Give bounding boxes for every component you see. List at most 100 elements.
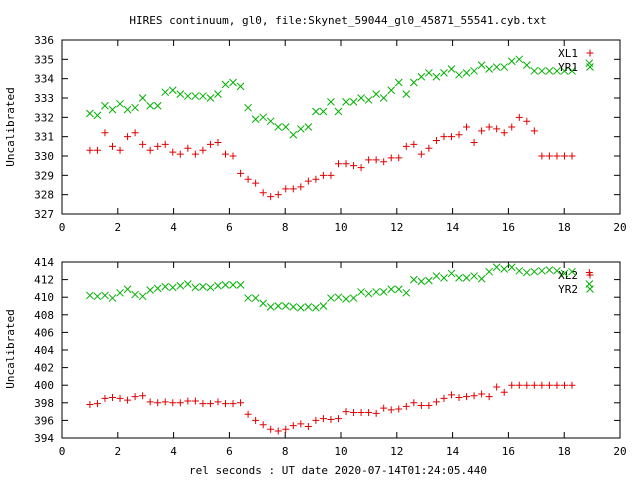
data-point — [500, 265, 509, 273]
data-point — [379, 94, 388, 102]
chart-title: HIRES continuum, gl0, file:Skynet_59044_… — [129, 14, 546, 27]
data-point — [101, 291, 109, 300]
data-point — [350, 408, 358, 416]
x-tick-label: 18 — [558, 221, 571, 234]
data-point — [319, 107, 328, 116]
data-point — [282, 425, 290, 433]
data-point — [538, 152, 546, 160]
data-point — [568, 152, 576, 160]
data-point — [244, 294, 252, 302]
data-point — [161, 398, 169, 406]
data-point — [244, 175, 252, 183]
data-point — [522, 61, 531, 69]
data-point — [221, 80, 230, 89]
data-point — [538, 381, 546, 389]
data-point — [138, 292, 147, 301]
data-point — [410, 140, 418, 148]
data-point — [560, 269, 569, 278]
data-point — [334, 107, 343, 116]
data-point — [199, 92, 207, 100]
data-point — [312, 107, 320, 116]
data-point — [553, 266, 561, 275]
legend-marker — [586, 285, 594, 293]
data-point — [477, 61, 486, 69]
x-tick-label: 16 — [502, 221, 515, 234]
data-point — [229, 78, 237, 87]
data-point — [274, 191, 282, 199]
data-point — [304, 303, 313, 311]
data-point — [191, 92, 200, 100]
data-point — [440, 273, 448, 282]
data-point — [229, 281, 237, 289]
data-point — [296, 303, 305, 312]
x-tick-label: 18 — [558, 445, 571, 458]
data-point — [327, 294, 335, 302]
data-point — [470, 392, 478, 400]
y-tick-label: 414 — [34, 256, 54, 269]
legend-marker — [586, 271, 594, 279]
data-point — [478, 390, 486, 398]
data-point — [199, 146, 207, 154]
data-point — [259, 421, 267, 429]
data-point — [282, 185, 290, 193]
data-point — [281, 123, 290, 131]
data-point — [515, 113, 523, 121]
data-point — [334, 415, 342, 423]
data-point — [357, 164, 365, 172]
data-point — [463, 123, 471, 131]
data-point — [304, 123, 313, 131]
data-point — [334, 160, 342, 168]
data-point — [146, 286, 155, 295]
data-point — [184, 397, 192, 405]
data-point — [304, 177, 312, 185]
x-tick-label: 14 — [446, 221, 460, 234]
data-point — [455, 131, 463, 139]
x-tick-label: 14 — [446, 445, 460, 458]
data-point — [478, 127, 486, 135]
data-point — [409, 275, 418, 284]
data-point — [199, 282, 207, 291]
data-point — [146, 101, 155, 110]
data-point — [470, 272, 478, 280]
data-point — [274, 427, 282, 435]
data-point — [183, 280, 192, 288]
data-point — [123, 105, 132, 114]
data-point — [131, 129, 139, 137]
data-point — [131, 393, 139, 401]
data-point — [380, 158, 388, 166]
data-point — [372, 156, 380, 164]
legend-marker — [586, 63, 594, 71]
data-point — [116, 288, 124, 297]
data-point — [387, 406, 395, 414]
data-point — [530, 127, 538, 135]
data-point — [124, 133, 132, 141]
data-point — [312, 416, 320, 424]
y-tick-label: 412 — [34, 274, 54, 287]
data-point — [297, 420, 305, 428]
data-point — [229, 152, 237, 160]
data-point — [139, 392, 147, 400]
data-point — [425, 276, 433, 285]
data-point — [395, 154, 403, 162]
data-point — [221, 281, 230, 289]
data-point — [221, 150, 229, 158]
data-point — [553, 381, 561, 389]
data-point — [229, 400, 237, 408]
data-point — [357, 288, 365, 296]
data-point — [447, 133, 455, 141]
y-tick-label: 396 — [34, 414, 54, 427]
data-point — [289, 303, 298, 311]
y-tick-label: 336 — [34, 34, 54, 47]
data-point — [372, 90, 381, 98]
data-point — [553, 67, 561, 75]
data-point — [153, 284, 162, 293]
data-point — [252, 179, 260, 187]
data-point — [139, 140, 147, 148]
data-point — [259, 299, 268, 308]
data-point — [387, 285, 396, 294]
data-point — [161, 88, 170, 97]
data-point — [365, 408, 373, 416]
data-point — [237, 399, 245, 407]
data-point — [508, 123, 516, 131]
